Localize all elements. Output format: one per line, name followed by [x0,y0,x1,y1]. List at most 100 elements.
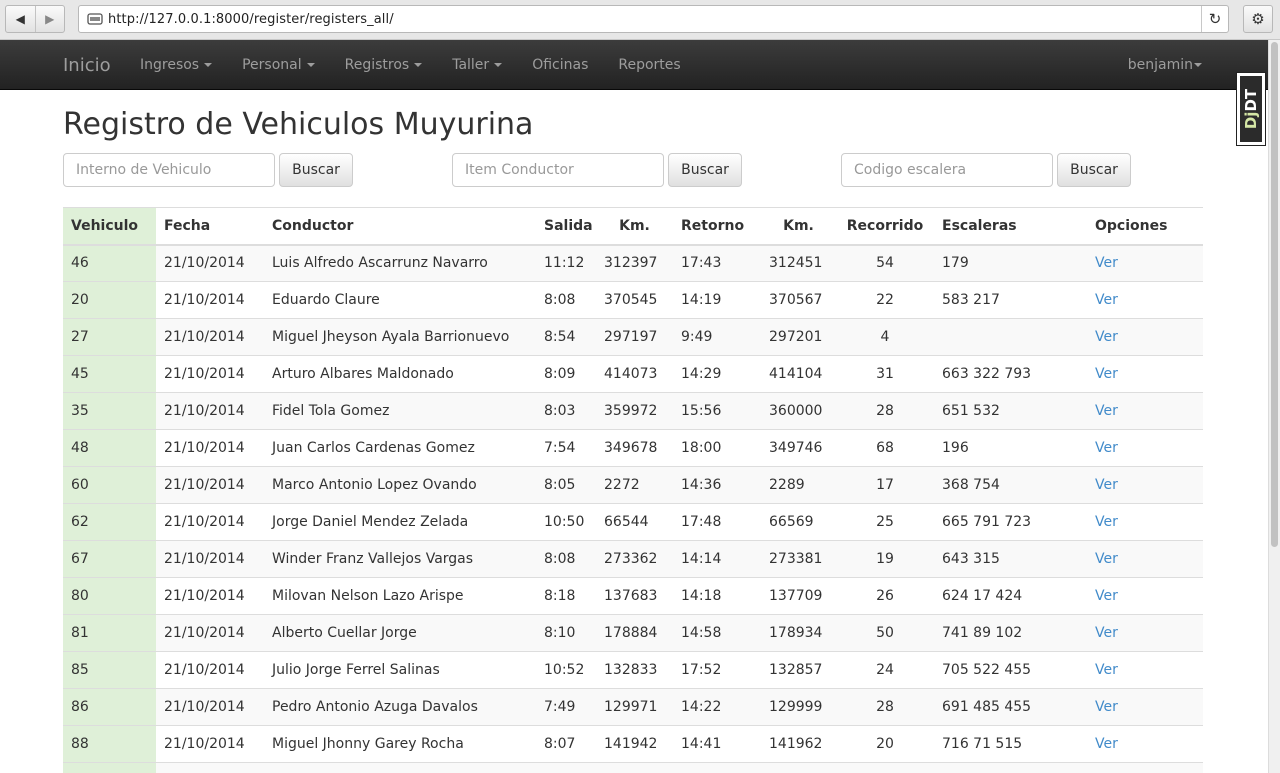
ladder-search-input[interactable] [841,153,1053,187]
cell-km-salida: 178884 [596,614,673,652]
header-fecha: Fecha [156,207,264,246]
view-link[interactable]: Ver [1095,366,1118,382]
vehicle-search-input[interactable] [63,153,275,187]
cell-vehiculo [63,762,156,773]
cell-opciones: Ver [1087,540,1203,578]
cell-vehiculo: 80 [63,577,156,615]
nav-item-label: Reportes [618,57,681,73]
cell-fecha: 21/10/2014 [156,540,264,578]
cell-km-salida: 349678 [596,429,673,467]
reload-icon[interactable]: ↻ [1201,6,1228,32]
forward-icon[interactable]: ▶ [34,6,65,32]
cell-salida: 8:07 [536,725,596,763]
cell-salida: 8:54 [536,318,596,356]
cell-km-retorno: 297201 [761,318,836,356]
table-row: 85 21/10/2014 Julio Jorge Ferrel Salinas 10… [63,651,1203,689]
table-row: 60 21/10/2014 Marco Antonio Lopez Ovando 8:… [63,466,1203,504]
address-bar[interactable]: http://127.0.0.1:8000/register/registers… [78,5,1229,33]
header-escaleras: Escaleras [934,207,1087,246]
cell-retorno: 14:41 [673,725,761,763]
cell-opciones: Ver [1087,244,1203,282]
nav-item-reportes[interactable]: Reportes [603,40,695,90]
view-link[interactable]: Ver [1095,255,1118,272]
header-retorno: Retorno [673,207,761,246]
cell-conductor: Eduardo Claure [264,281,536,319]
view-link[interactable]: Ver [1095,292,1118,308]
cell-recorrido: 22 [836,281,934,319]
cell-escaleras: 583 217 [934,281,1087,319]
nav-item-registros[interactable]: Registros [330,40,438,90]
caret-down-icon [204,63,213,67]
header-conductor: Conductor [264,207,536,246]
cell-retorno: 18:00 [673,429,761,467]
cell-vehiculo: 67 [63,540,156,578]
page-scrollbar[interactable] [1268,40,1280,773]
cell-salida: 7:49 [536,688,596,726]
cell-recorrido: 54 [836,244,934,282]
driver-search-button[interactable]: Buscar [668,153,742,187]
back-icon[interactable]: ◀ [15,12,25,26]
view-link[interactable]: Ver [1095,699,1118,715]
user-menu[interactable]: benjamin [1128,40,1202,90]
cell-recorrido: 19 [836,540,934,578]
cell-fecha: 21/10/2014 [156,429,264,467]
vehicle-search-button[interactable]: Buscar [279,153,353,187]
cell-recorrido: 25 [836,503,934,541]
header-km-salida: Km. [596,207,673,246]
nav-item-ingresos[interactable]: Ingresos [125,40,227,90]
view-link[interactable]: Ver [1095,329,1118,345]
table-row: 67 21/10/2014 Winder Franz Vallejos Vargas… [63,540,1203,578]
view-link[interactable]: Ver [1095,662,1118,678]
brand-link[interactable]: Inicio [63,55,111,76]
driver-search-input[interactable] [452,153,664,187]
cell-escaleras: 705 522 455 [934,651,1087,689]
cell-salida: 10:50 [536,503,596,541]
cell-recorrido: 50 [836,614,934,652]
user-name: benjamin [1127,57,1193,73]
view-link[interactable]: Ver [1095,514,1118,530]
cell-km-retorno [761,762,836,773]
ladder-search-button[interactable]: Buscar [1057,153,1131,187]
cell-km-retorno: 178934 [761,614,836,652]
cell-conductor: Julio Jorge Ferrel Salinas [264,651,536,689]
cell-escaleras: 663 322 793 [934,355,1087,393]
caret-down-icon [414,63,423,67]
browser-toolbar: ◀ ▶ http://127.0.0.1:8000/register/regis… [0,0,1280,40]
header-vehiculo: Vehiculo [63,207,156,246]
debug-toolbar-logo: DjDT [1240,76,1262,142]
cell-retorno: 14:14 [673,540,761,578]
nav-item-personal[interactable]: Personal [227,40,330,90]
table-row: 20 21/10/2014 Eduardo Claure 8:08 370545 14:1… [63,281,1203,319]
nav-item-taller[interactable]: Taller [437,40,517,90]
caret-down-icon [306,63,315,67]
table-row [63,762,1203,773]
view-link[interactable]: Ver [1095,551,1118,567]
cell-retorno: 14:58 [673,614,761,652]
view-link[interactable]: Ver [1095,440,1118,456]
debug-toolbar-handle[interactable]: DjDT [1236,72,1266,146]
view-link[interactable]: Ver [1095,625,1118,641]
view-link[interactable]: Ver [1095,403,1118,419]
cell-vehiculo: 45 [63,355,156,393]
cell-km-retorno: 132857 [761,651,836,689]
view-link[interactable]: Ver [1095,588,1118,604]
cell-km-retorno: 273381 [761,540,836,578]
cell-km-salida: 312397 [596,244,673,282]
cell-fecha: 21/10/2014 [156,614,264,652]
cell-km-salida [596,762,673,773]
cell-conductor: Marco Antonio Lopez Ovando [264,466,536,504]
table-row: 86 21/10/2014 Pedro Antonio Azuga Davalos 7… [63,688,1203,726]
nav-item-oficinas[interactable]: Oficinas [517,40,603,90]
gear-icon[interactable]: ⚙ [1243,5,1273,33]
nav-item-label: Ingresos [140,57,200,73]
nav-item-label: Taller [452,57,490,73]
view-link[interactable]: Ver [1095,736,1118,752]
cell-opciones: Ver [1087,725,1203,763]
cell-retorno: 14:22 [673,688,761,726]
cell-fecha: 21/10/2014 [156,651,264,689]
cell-km-salida: 132833 [596,651,673,689]
cell-vehiculo: 85 [63,651,156,689]
url-text: http://127.0.0.1:8000/register/registers… [108,12,394,27]
scrollbar-thumb[interactable] [1271,42,1278,547]
view-link[interactable]: Ver [1095,477,1118,493]
